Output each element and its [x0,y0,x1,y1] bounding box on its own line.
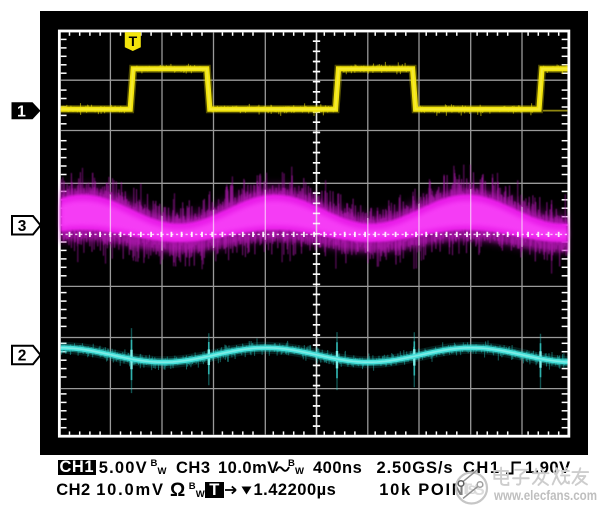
svg-text:2: 2 [18,348,27,365]
svg-text:www.elecfans.com: www.elecfans.com [493,488,597,503]
svg-text:3: 3 [18,218,27,235]
svg-text:is: is [463,481,476,498]
svg-text:1: 1 [17,104,26,121]
svg-text:T: T [129,33,138,49]
